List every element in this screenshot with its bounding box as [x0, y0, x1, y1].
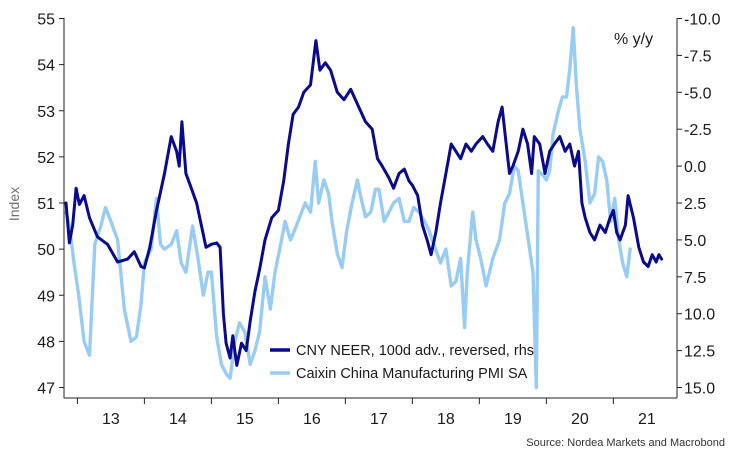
y-right-tick-label: 10.0 — [684, 307, 715, 324]
x-tick-label: 19 — [504, 411, 522, 428]
y-left-tick-label: 50 — [37, 242, 55, 259]
y-right-tick-label: 15.0 — [684, 381, 715, 398]
source-note: Source: Nordea Markets and Macrobond — [526, 437, 725, 449]
x-tick-label: 16 — [303, 411, 321, 428]
y-left-tick-label: 48 — [37, 334, 55, 351]
legend-label: Caixin China Manufacturing PMI SA — [296, 366, 528, 382]
y-right-tick-label: -10.0 — [684, 12, 721, 29]
y-left-tick-label: 53 — [37, 104, 55, 121]
x-tick-label: 15 — [236, 411, 254, 428]
y-left-tick-label: 54 — [37, 58, 55, 75]
y-right-tick-label: 7.5 — [684, 270, 706, 287]
legend: CNY NEER, 100d adv., reversed, rhs Caixin… — [270, 343, 534, 382]
y-axis-right-label: % y/y — [614, 31, 653, 48]
y-left-tick-label: 52 — [37, 150, 55, 167]
x-tick-label: 18 — [437, 411, 455, 428]
y-right-tick-label: -7.5 — [684, 48, 712, 65]
y-right-tick-label: 0.0 — [684, 159, 706, 176]
y-right-tick-label: 2.5 — [684, 196, 706, 213]
y-left-tick-label: 55 — [37, 12, 55, 29]
x-tick-label: 13 — [102, 411, 120, 428]
series-line-caixin-pmi — [64, 26, 632, 390]
y-left-tick-label: 49 — [37, 288, 55, 305]
x-tick-label: 20 — [571, 411, 589, 428]
y-axis-left-label: Index — [6, 187, 22, 221]
y-right-tick-label: 12.5 — [684, 344, 715, 361]
axes: 47 48 49 50 51 52 53 54 55 -10.0 -7.5 -5.0 -2.5 0.0 2.… — [37, 12, 720, 429]
x-tick-label: 21 — [638, 411, 656, 428]
y-left-tick-label: 47 — [37, 381, 55, 398]
legend-label: CNY NEER, 100d adv., reversed, rhs — [296, 343, 534, 359]
plot-area — [64, 26, 664, 390]
y-left-tick-label: 51 — [37, 196, 55, 213]
y-right-tick-label: -2.5 — [684, 122, 712, 139]
y-right-tick-label: -5.0 — [684, 85, 712, 102]
x-tick-label: 14 — [169, 411, 187, 428]
series-line-cny-neer — [64, 39, 664, 367]
x-tick-label: 17 — [370, 411, 388, 428]
y-right-tick-label: 5.0 — [684, 233, 706, 250]
